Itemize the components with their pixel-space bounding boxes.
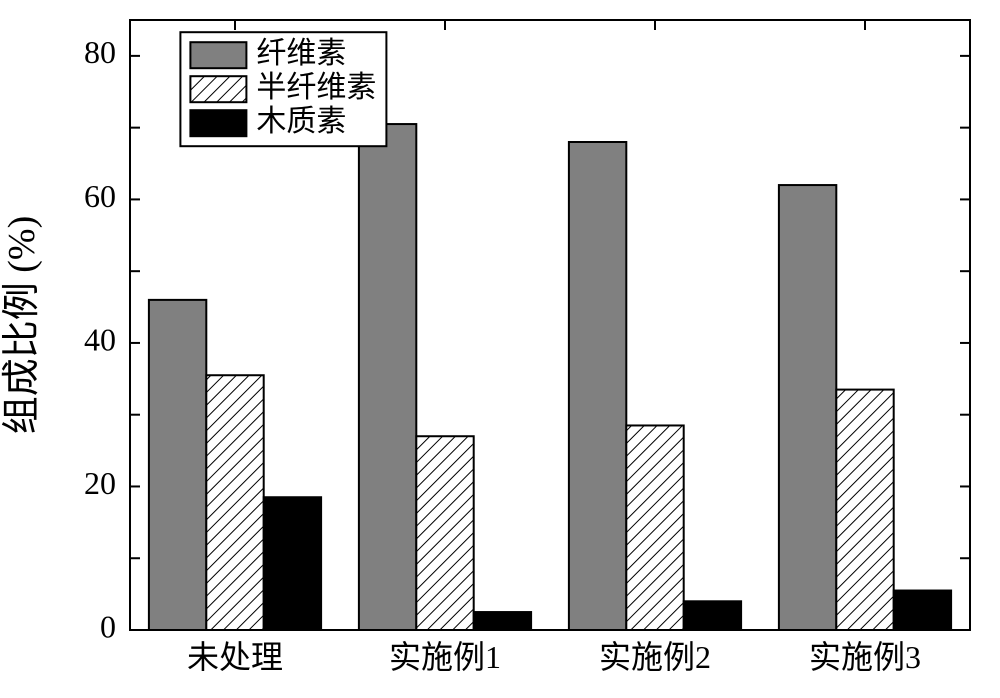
svg-text:80: 80 <box>84 34 116 70</box>
x-tick-label: 实施例3 <box>809 639 921 675</box>
bar-chart: 0 20 40 60 80 组成比例 (%) 未处理 实施例1 实施例2 实施例3 纤维素半纤维素木… <box>0 0 1000 698</box>
bar-lignin <box>474 612 531 630</box>
legend-swatch-lignin <box>190 110 246 136</box>
svg-text:40: 40 <box>84 321 116 357</box>
bar-lignin <box>894 591 951 630</box>
bar-hemicellulose <box>206 375 263 630</box>
svg-text:0: 0 <box>100 608 116 644</box>
x-tick-label: 实施例2 <box>599 639 711 675</box>
x-tick-label: 实施例1 <box>389 639 501 675</box>
legend-swatch-cellulose <box>190 42 246 68</box>
bar-cellulose <box>569 142 626 630</box>
bar-hemicellulose <box>416 436 473 630</box>
bar-lignin <box>264 497 321 630</box>
bar-lignin <box>684 601 741 630</box>
bar-cellulose <box>359 124 416 630</box>
legend-label-lignin: 木质素 <box>256 105 346 138</box>
legend-label-hemicellulose: 半纤维素 <box>256 71 376 104</box>
svg-text:60: 60 <box>84 178 116 214</box>
x-tick-label: 未处理 <box>187 639 283 675</box>
legend-label-cellulose: 纤维素 <box>256 37 346 70</box>
bar-hemicellulose <box>836 390 893 630</box>
bar-hemicellulose <box>626 425 683 630</box>
legend-swatch-hemicellulose <box>190 76 246 102</box>
bar-cellulose <box>779 185 836 630</box>
y-axis-title: 组成比例 (%) <box>1 216 43 434</box>
svg-text:20: 20 <box>84 465 116 501</box>
bar-cellulose <box>149 300 206 630</box>
chart-container: 0 20 40 60 80 组成比例 (%) 未处理 实施例1 实施例2 实施例3 纤维素半纤维素木… <box>0 0 1000 698</box>
